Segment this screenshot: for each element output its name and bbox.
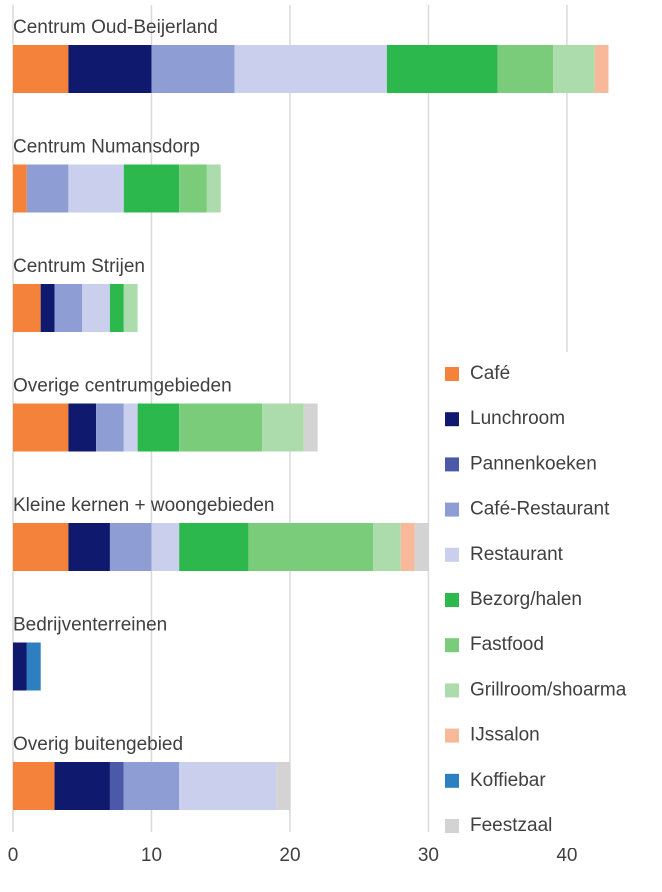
bar-segment — [151, 45, 235, 93]
category-label: Kleine kernen + woongebieden — [13, 495, 274, 516]
legend-label: Bezorg/halen — [470, 589, 582, 610]
legend-swatch — [445, 502, 459, 517]
bar-segment — [40, 284, 55, 332]
legend-swatch — [445, 773, 459, 788]
bar-segment — [123, 762, 180, 810]
bar-segment — [276, 762, 290, 810]
x-tick-label: 0 — [8, 845, 19, 866]
bar-segment — [303, 403, 318, 452]
bar-segment — [26, 642, 41, 691]
legend-swatch — [445, 728, 459, 743]
bar-segment — [13, 523, 69, 571]
legend-swatch — [445, 819, 459, 833]
legend-label: Fastfood — [470, 634, 544, 655]
bar-segment — [400, 523, 415, 571]
bar-segment — [151, 523, 180, 571]
legend-label: Grillroom/shoarma — [470, 679, 627, 700]
category-label: Overige centrumgebieden — [13, 376, 232, 397]
bar-segment — [594, 45, 609, 93]
bar-segment — [553, 45, 595, 93]
bar-segment — [179, 523, 249, 571]
bar-segment — [13, 403, 69, 452]
bar-segment — [179, 762, 277, 810]
legend-label: Pannenkoeken — [470, 453, 597, 474]
bar-segment — [386, 45, 498, 93]
bar-segment — [109, 762, 124, 810]
category-label: Centrum Strijen — [13, 256, 145, 277]
bar-segment — [206, 164, 221, 213]
bar-segment — [109, 284, 124, 332]
legend-background — [437, 352, 662, 848]
bar-segment — [68, 523, 110, 571]
x-tick-label: 10 — [141, 845, 162, 866]
x-tick-label: 40 — [556, 845, 577, 866]
category-label: Bedrijventerreinen — [13, 615, 167, 636]
legend-swatch — [445, 683, 459, 698]
bar-segment — [262, 403, 304, 452]
bar-segment — [179, 164, 207, 213]
legend-swatch — [445, 593, 459, 607]
legend-label: Feestzaal — [470, 815, 552, 836]
legend-label: Restaurant — [470, 544, 564, 565]
bar-segment — [13, 45, 69, 93]
category-label: Overig buitengebied — [13, 734, 183, 755]
bar-segment — [68, 164, 124, 213]
bar-segment — [13, 284, 41, 332]
x-tick-label: 30 — [418, 845, 439, 866]
category-label: Centrum Numansdorp — [13, 137, 200, 158]
legend-label: Lunchroom — [470, 408, 565, 429]
bar-segment — [96, 403, 124, 452]
bar-segment — [26, 164, 69, 213]
bar-segment — [234, 45, 387, 93]
legend-swatch — [445, 412, 459, 427]
bar-segment — [414, 523, 429, 571]
legend-swatch — [445, 638, 459, 653]
category-label: Centrum Oud-Beijerland — [13, 17, 218, 38]
bar-segment — [123, 284, 138, 332]
bar-segment — [68, 45, 152, 93]
legend-swatch — [445, 457, 459, 472]
legend-label: Café-Restaurant — [470, 499, 610, 520]
x-tick-label: 20 — [279, 845, 300, 866]
legend-label: IJssalon — [470, 725, 540, 746]
bar-segment — [82, 284, 110, 332]
bar-segment — [13, 164, 27, 213]
bar-segment — [123, 403, 138, 452]
bar-segment — [68, 403, 97, 452]
bar-segment — [13, 642, 27, 691]
legend-swatch — [445, 367, 459, 381]
bar-segment — [123, 164, 180, 213]
bar-segment — [54, 762, 110, 810]
legend-label: Koffiebar — [470, 770, 546, 791]
bar-segment — [248, 523, 374, 571]
legend-swatch — [445, 547, 459, 562]
bar-segment — [13, 762, 55, 810]
bar-segment — [497, 45, 554, 93]
bar-segment — [137, 403, 180, 452]
bar-segment — [373, 523, 401, 571]
bar-segment — [179, 403, 263, 452]
legend-label: Café — [470, 363, 510, 384]
bar-segment — [109, 523, 152, 571]
bar-segment — [54, 284, 83, 332]
